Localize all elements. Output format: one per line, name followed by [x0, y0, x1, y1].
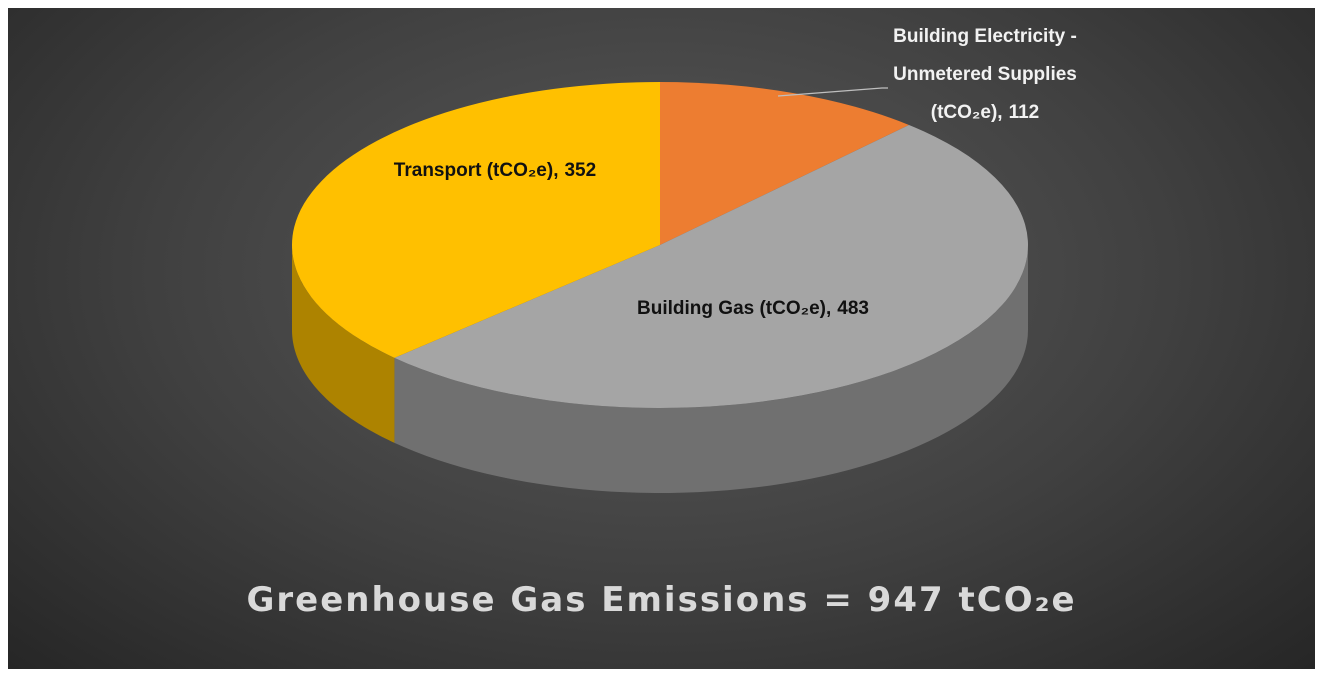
slice-side — [394, 245, 1028, 493]
slice-side — [292, 245, 395, 443]
data-label: Building Gas (tCO₂e) 483 — [608, 290, 898, 328]
label-category: Building Electricity - Unmetered Supplie… — [893, 26, 1077, 123]
slice — [292, 82, 660, 358]
data-label: Transport (tCO₂e)352 — [370, 152, 620, 190]
data-label: Building Electricity - Unmetered Supplie… — [875, 18, 1095, 132]
label-category: Building Gas (tCO₂e) — [637, 298, 831, 319]
leader-line — [777, 87, 888, 97]
label-value: 483 — [837, 298, 869, 319]
chart: Greenhouse Gas Emissions = 947 tCO₂e Bui… — [8, 8, 1315, 669]
slice — [394, 124, 1028, 408]
label-category: Transport (tCO₂e) — [394, 160, 559, 181]
label-value: 112 — [1008, 102, 1040, 123]
pie — [292, 82, 1028, 493]
label-value: 352 — [564, 160, 597, 181]
slice — [660, 82, 909, 245]
chart-title: Greenhouse Gas Emissions = 947 tCO₂e — [246, 580, 1077, 620]
